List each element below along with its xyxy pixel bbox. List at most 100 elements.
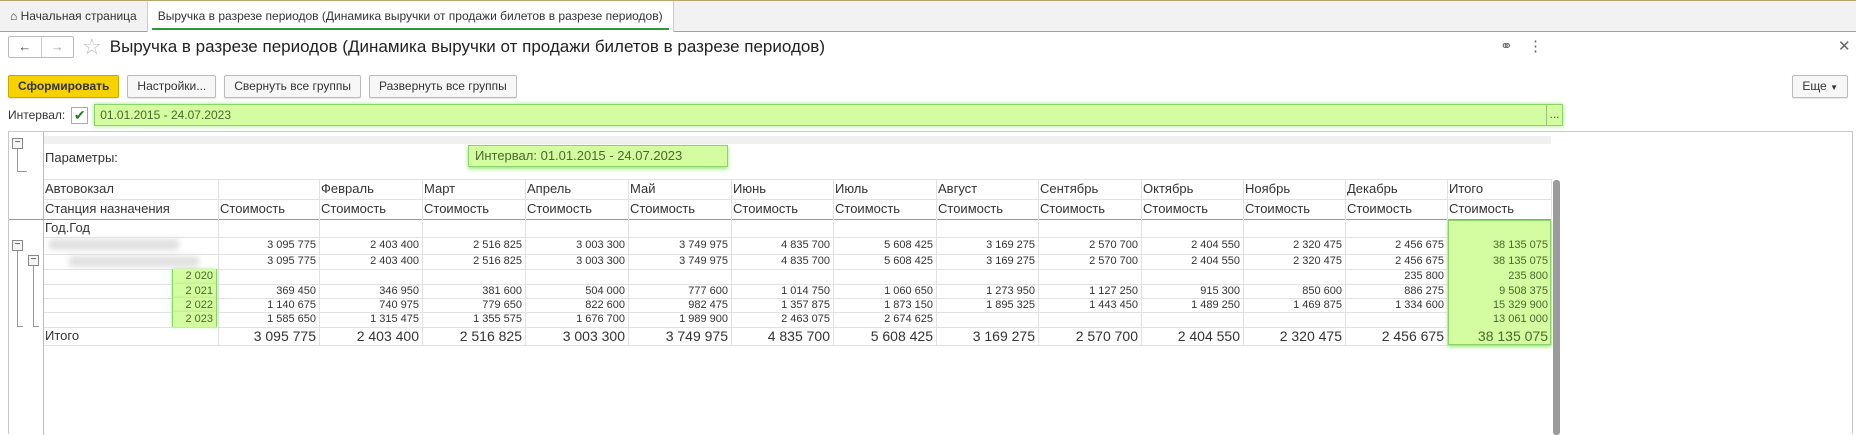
column-divider	[731, 179, 732, 345]
expand-groups-button[interactable]: Развернуть все группы	[369, 75, 517, 98]
data-cell: 982 475	[688, 299, 728, 311]
total-cell: 3 003 300	[562, 328, 625, 344]
data-cell: 1 469 875	[1293, 299, 1342, 311]
data-cell: 1 140 675	[267, 299, 316, 311]
params-strip	[43, 136, 1551, 144]
collapse-params-toggle[interactable]: −	[12, 138, 23, 149]
column-header: Август	[938, 181, 978, 196]
tab-home[interactable]: ⌂ Начальная страница	[10, 9, 137, 23]
tree-line	[17, 326, 23, 327]
interval-input[interactable]: 01.01.2015 - 24.07.2023...	[94, 104, 1563, 126]
total-cell: 4 835 700	[767, 328, 830, 344]
forward-button[interactable]: →	[40, 37, 74, 57]
data-cell: 1 355 575	[473, 313, 522, 325]
report-spreadsheet[interactable]: Параметры: Интервал: 01.01.2015 - 24.07.2…	[8, 131, 1853, 435]
data-cell: 2 403 400	[370, 255, 419, 267]
total-cell: 2 570 700	[1075, 328, 1138, 344]
collapse-group-toggle[interactable]: −	[12, 240, 23, 251]
row-divider	[43, 284, 1551, 285]
column-subheader: Стоимость	[424, 201, 490, 216]
data-cell: 235 800	[1508, 270, 1548, 282]
column-header: Декабрь	[1347, 181, 1398, 196]
interval-select-button[interactable]: ...	[1546, 105, 1562, 125]
column-subheader: Стоимость	[1347, 201, 1413, 216]
data-cell	[320, 269, 422, 284]
data-cell	[219, 269, 319, 284]
station-name-blurred	[49, 239, 179, 250]
row-divider	[43, 327, 1551, 328]
total-cell: 38 135 075	[1477, 328, 1548, 344]
data-cell: 1 014 750	[781, 285, 830, 297]
total-row-label: Итого	[45, 328, 80, 343]
data-cell: 3 095 775	[267, 239, 316, 251]
params-label: Параметры:	[45, 150, 118, 165]
tree-line	[33, 326, 39, 327]
interval-row: Интервал: ✔ 01.01.2015 - 24.07.2023...	[8, 104, 1563, 126]
data-cell: 3 003 300	[576, 255, 625, 267]
data-cell: 1 489 250	[1191, 299, 1240, 311]
favorite-star-icon[interactable]: ☆	[82, 34, 102, 59]
column-subheader: Стоимость	[938, 201, 1004, 216]
data-cell: 1 273 950	[986, 285, 1035, 297]
data-cell: 779 650	[482, 299, 522, 311]
data-cell	[937, 312, 1038, 327]
data-cell	[1039, 312, 1141, 327]
tab-report[interactable]: Выручка в разрезе периодов (Динамика выр…	[146, 1, 674, 32]
back-button[interactable]: ←	[18, 39, 32, 54]
data-cell: 3 169 275	[986, 239, 1035, 251]
interval-checkbox[interactable]: ✔	[71, 106, 89, 124]
year-label: 2 022	[172, 298, 217, 312]
generate-button[interactable]: Сформировать	[8, 75, 120, 98]
column-divider	[1243, 179, 1244, 345]
total-cell: 3 095 775	[253, 328, 316, 344]
row-divider	[43, 237, 1551, 238]
column-subheader: Стоимость	[321, 201, 387, 216]
column-header: Ноябрь	[1245, 181, 1291, 196]
link-icon[interactable]: ⚭	[1500, 38, 1513, 55]
data-cell: 1 060 650	[884, 285, 933, 297]
toolbar: Сформировать Настройки... Свернуть все г…	[8, 75, 517, 98]
column-divider	[319, 179, 320, 345]
column-subheader: Стоимость	[1040, 201, 1106, 216]
data-cell: 2 516 825	[473, 239, 522, 251]
data-cell: 4 835 700	[781, 239, 830, 251]
total-cell: 2 456 675	[1381, 328, 1444, 344]
close-icon[interactable]: ✕	[1838, 38, 1851, 55]
vertical-scrollbar[interactable]	[1553, 180, 1560, 435]
data-cell	[732, 269, 833, 284]
data-cell	[526, 269, 628, 284]
collapse-groups-button[interactable]: Свернуть все группы	[224, 75, 362, 98]
data-cell: 3 749 975	[679, 239, 728, 251]
data-cell	[423, 269, 525, 284]
column-header: Июль	[835, 181, 869, 196]
column-header: Итого	[1449, 181, 1484, 196]
total-cell: 2 404 550	[1177, 328, 1240, 344]
more-button[interactable]: Еще ▼	[1792, 75, 1848, 98]
tab-bar: ⌂ Начальная страница Выручка в разрезе п…	[0, 0, 1856, 32]
data-cell	[834, 269, 936, 284]
column-subheader: Стоимость	[835, 201, 901, 216]
settings-button[interactable]: Настройки...	[127, 75, 217, 98]
column-divider	[218, 179, 219, 345]
tree-line	[17, 149, 18, 171]
data-cell: 886 275	[1404, 285, 1444, 297]
data-cell: 1 873 150	[884, 299, 933, 311]
data-cell: 740 975	[379, 299, 419, 311]
data-cell	[1244, 312, 1345, 327]
collapse-subgroup-toggle[interactable]: −	[28, 255, 39, 266]
row-divider	[43, 179, 1551, 180]
more-vertical-icon[interactable]: ⋮	[1528, 38, 1543, 55]
row-divider	[43, 199, 1551, 200]
chevron-down-icon: ▼	[1830, 83, 1838, 92]
data-cell: 2 403 400	[370, 239, 419, 251]
data-cell: 3 003 300	[576, 239, 625, 251]
year-label: 2 021	[172, 284, 217, 298]
data-cell	[937, 269, 1038, 284]
data-cell: 3 749 975	[679, 255, 728, 267]
data-cell: 2 404 550	[1191, 255, 1240, 267]
data-cell: 15 329 900	[1492, 299, 1548, 311]
data-cell: 822 600	[585, 299, 625, 311]
total-cell: 5 608 425	[870, 328, 933, 344]
total-cell: 2 403 400	[356, 328, 419, 344]
title-row: ← → ☆ Выручка в разрезе периодов (Динамик…	[8, 34, 825, 60]
